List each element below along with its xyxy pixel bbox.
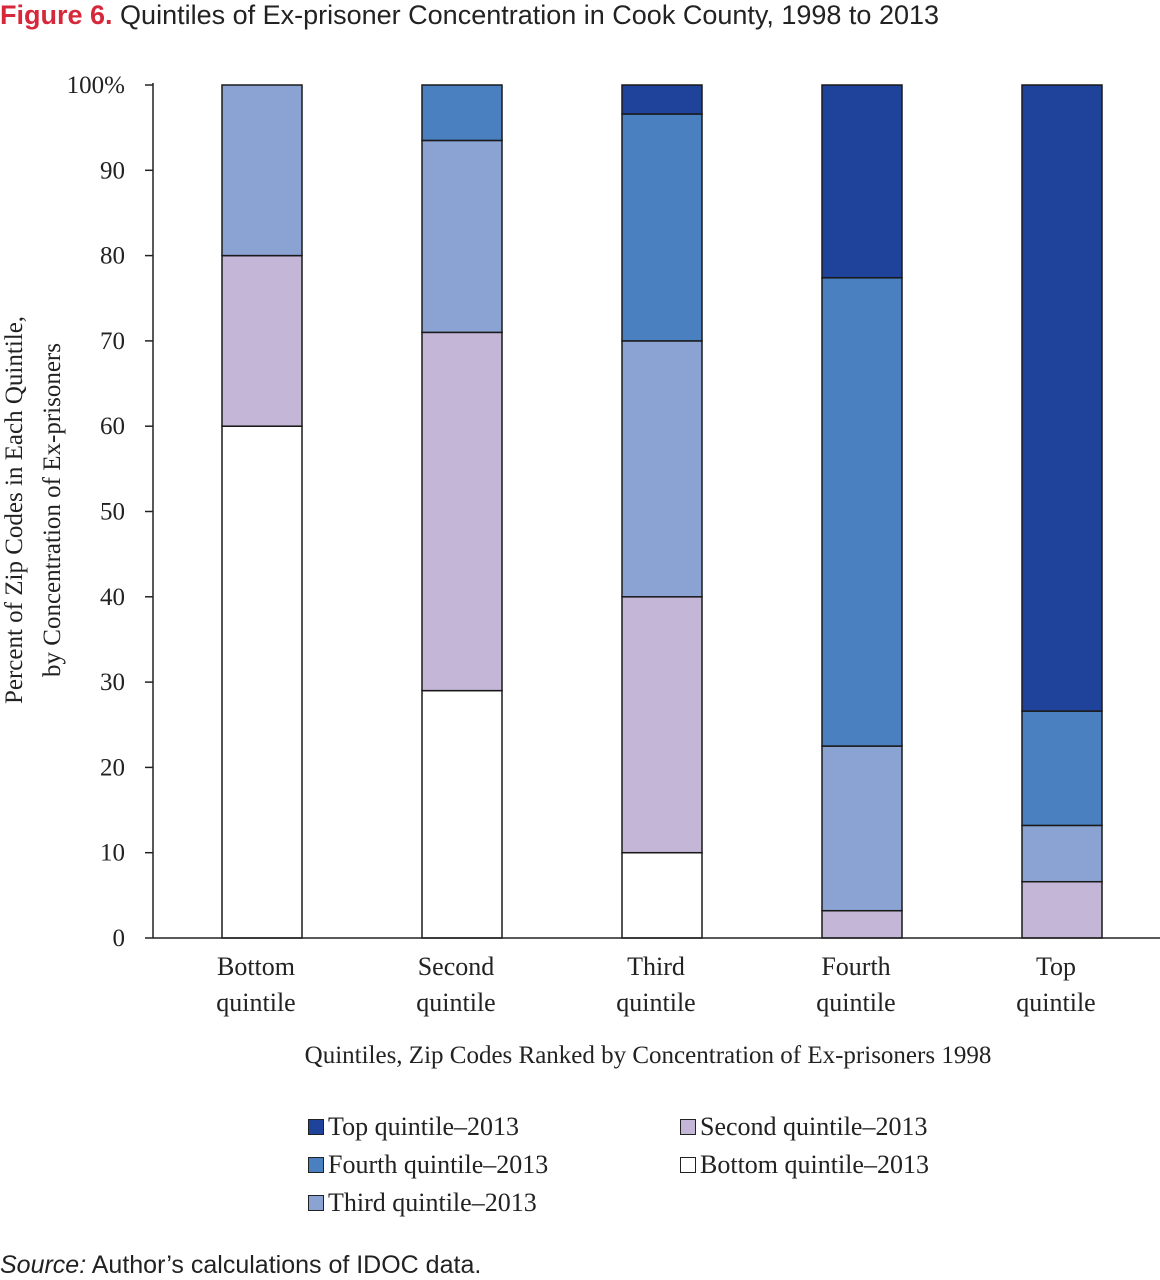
bar-segment-3-5 bbox=[621, 84, 703, 115]
y-tick-label: 20 bbox=[100, 754, 125, 781]
axis-layer bbox=[145, 83, 1160, 939]
legend-label: Top quintile–2013 bbox=[328, 1112, 520, 1141]
bar-segment-4-2 bbox=[821, 909, 903, 939]
x-tick-label: quintile bbox=[216, 988, 295, 1017]
bar-segment-2-1 bbox=[421, 689, 503, 939]
bar-segment-1-1 bbox=[221, 425, 303, 939]
legend-item: Second quintile–2013 bbox=[680, 1110, 927, 1144]
y-tick-label: 60 bbox=[100, 413, 125, 440]
legend-swatch bbox=[680, 1157, 696, 1173]
legend-item: Fourth quintile–2013 bbox=[308, 1148, 548, 1182]
bar-segment-5-2 bbox=[1021, 880, 1103, 939]
figure-title-text: Quintiles of Ex-prisoner Concentration i… bbox=[120, 0, 940, 30]
bar-segment-2-4 bbox=[421, 84, 503, 142]
y-tick-label: 80 bbox=[100, 243, 125, 270]
bar-segment-4-4 bbox=[821, 277, 903, 747]
legend-swatch bbox=[308, 1119, 324, 1135]
x-tick-label: quintile bbox=[816, 988, 895, 1017]
figure-label: Figure 6. bbox=[0, 0, 113, 30]
x-tick-label: Bottom bbox=[217, 952, 295, 981]
y-tick-label: 70 bbox=[100, 328, 125, 355]
bar-segment-3-3 bbox=[621, 340, 703, 598]
y-tick-label: 100% bbox=[67, 72, 125, 99]
y-tick-label: 10 bbox=[100, 840, 125, 867]
legend-label: Bottom quintile–2013 bbox=[700, 1150, 929, 1179]
stacked-bar-chart: 0 10 20 30 40 50 60 70 80 90 100% Bottom quintile Sec… bbox=[1, 72, 1160, 1069]
x-tick-label: quintile bbox=[416, 988, 495, 1017]
bar-segment-1-3 bbox=[221, 84, 303, 257]
bar-segment-2-3 bbox=[421, 139, 503, 334]
x-tick-label: quintile bbox=[616, 988, 695, 1017]
bar-segment-1-2 bbox=[221, 254, 303, 427]
bar-segment-2-2 bbox=[421, 331, 503, 692]
source-prefix: Source: bbox=[0, 1251, 87, 1279]
y-tick-label: 40 bbox=[100, 584, 125, 611]
legend-label: Second quintile–2013 bbox=[700, 1112, 928, 1141]
y-tick-label: 30 bbox=[100, 669, 125, 696]
y-axis-title: Percent of Zip Codes in Each Quintile, bbox=[1, 316, 28, 704]
x-axis-title: Quintiles, Zip Codes Ranked by Concentra… bbox=[305, 1042, 992, 1069]
legend-swatch bbox=[308, 1157, 324, 1173]
legend-item: Top quintile–2013 bbox=[308, 1110, 519, 1144]
bars-layer bbox=[221, 84, 1103, 939]
legend-swatch bbox=[680, 1119, 696, 1135]
label-layer: 0 10 20 30 40 50 60 70 80 90 100% Bottom quintile Sec… bbox=[1, 72, 1096, 1069]
legend-label: Fourth quintile–2013 bbox=[328, 1150, 549, 1179]
bar-segment-3-4 bbox=[621, 113, 703, 342]
bar-segment-4-3 bbox=[821, 745, 903, 912]
bar-segment-5-4 bbox=[1021, 710, 1103, 827]
y-tick-label: 90 bbox=[100, 157, 125, 184]
source-text: Author’s calculations of IDOC data. bbox=[86, 1251, 482, 1279]
x-tick-label: Fourth bbox=[821, 952, 890, 981]
y-tick-label: 0 bbox=[113, 925, 126, 952]
bar-segment-3-1 bbox=[621, 851, 703, 939]
y-tick-label: 50 bbox=[100, 499, 125, 526]
x-tick-label: Top bbox=[1036, 952, 1076, 981]
bar-segment-4-5 bbox=[821, 84, 903, 279]
x-tick-label: Second bbox=[418, 952, 495, 981]
bar-segment-5-5 bbox=[1021, 84, 1103, 712]
bar-segment-3-2 bbox=[621, 596, 703, 854]
source-note: Source: Author’s calculations of IDOC da… bbox=[0, 1250, 481, 1280]
legend-item: Bottom quintile–2013 bbox=[680, 1148, 929, 1182]
x-tick-label: quintile bbox=[1016, 988, 1095, 1017]
legend-item: Third quintile–2013 bbox=[308, 1186, 537, 1220]
figure-title: Figure 6. Quintiles of Ex-prisoner Conce… bbox=[0, 0, 1160, 30]
legend-swatch bbox=[308, 1195, 324, 1211]
y-axis-title: by Concentration of Ex-prisoners bbox=[39, 343, 66, 677]
legend-label: Third quintile–2013 bbox=[328, 1188, 537, 1217]
x-tick-label: Third bbox=[627, 952, 685, 981]
bar-segment-5-3 bbox=[1021, 824, 1103, 883]
